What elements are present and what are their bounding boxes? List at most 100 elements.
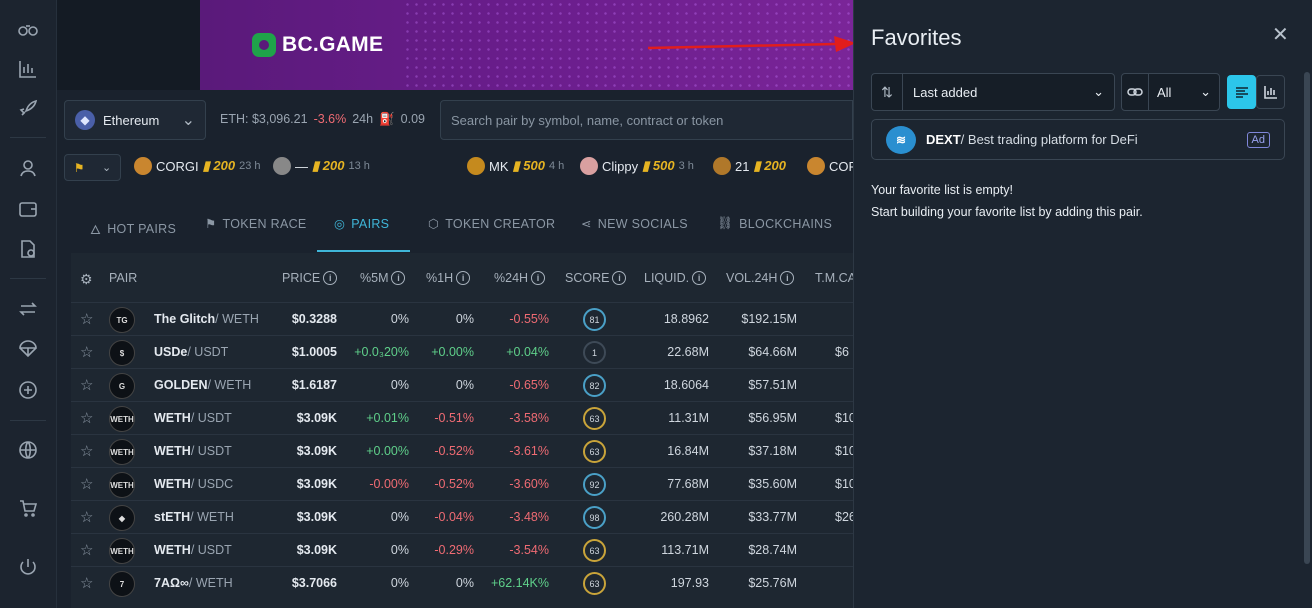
- table-row[interactable]: ☆ WETH WETH/ USDT $3.09K +0.01% -0.51% -…: [71, 401, 853, 434]
- table-row[interactable]: ☆ TG The Glitch/ WETH $0.3288 0% 0% -0.5…: [71, 302, 853, 335]
- liquidity-cell: 260.28M: [660, 510, 709, 524]
- hot-item[interactable]: 21 ▮ 200: [713, 157, 786, 175]
- tab-token-creator[interactable]: ⬡ TOKEN CREATOR: [428, 216, 556, 232]
- token-avatar: TG: [109, 307, 135, 333]
- star-icon[interactable]: ☆: [80, 575, 94, 592]
- col-volume[interactable]: VOL.24H i: [726, 271, 795, 285]
- list-view-button[interactable]: [1227, 75, 1256, 109]
- star-icon[interactable]: ☆: [80, 344, 94, 361]
- tab-new-socials[interactable]: ⋖ NEW SOCIALS: [581, 216, 688, 232]
- parachute-icon[interactable]: [17, 338, 39, 360]
- table-row[interactable]: ☆ G GOLDEN/ WETH $1.6187 0% 0% -0.65% 82…: [71, 368, 853, 401]
- star-icon[interactable]: ☆: [80, 542, 94, 559]
- star-icon[interactable]: ☆: [80, 410, 94, 427]
- tab-hot-pairs[interactable]: 🜂 HOT PAIRS: [90, 216, 176, 242]
- tab-blockchains[interactable]: ⛓ BLOCKCHAINS: [717, 216, 833, 231]
- col-price[interactable]: PRICE i: [282, 271, 338, 285]
- col-tmc[interactable]: T.M.CA: [815, 271, 853, 285]
- price-cell: $3.09K: [296, 444, 337, 458]
- active-tab-indicator: [317, 250, 410, 252]
- liquidity-cell: 16.84M: [667, 444, 709, 458]
- table-row[interactable]: ☆ ◆ stETH/ WETH $3.09K 0% -0.04% -3.48% …: [71, 500, 853, 533]
- tab-pairs[interactable]: ◎ PAIRS: [334, 216, 390, 232]
- cart-icon[interactable]: [17, 497, 39, 519]
- close-icon[interactable]: ✕: [1272, 24, 1289, 46]
- sort-select[interactable]: ⇅ Last added ⌄: [871, 73, 1115, 111]
- col-score[interactable]: SCORE i: [565, 271, 627, 285]
- wallet-icon[interactable]: [17, 198, 39, 220]
- hot-item[interactable]: COR: [807, 157, 858, 175]
- binoculars-icon[interactable]: [17, 17, 39, 39]
- power-icon[interactable]: [17, 556, 39, 578]
- pair-name[interactable]: GOLDEN/ WETH: [154, 378, 252, 392]
- chain-filter-select[interactable]: All ⌄: [1121, 73, 1220, 111]
- rocket-icon[interactable]: [17, 98, 39, 120]
- star-icon[interactable]: ☆: [80, 509, 94, 526]
- col-5m[interactable]: %5M i: [360, 271, 406, 285]
- user-icon[interactable]: [17, 157, 39, 179]
- swap-icon[interactable]: [17, 298, 39, 320]
- price-cell: $3.09K: [296, 510, 337, 524]
- chain-selector[interactable]: ◆ Ethereum ⌄: [64, 100, 206, 140]
- change-5m-cell: +0.00%: [366, 444, 409, 458]
- star-icon[interactable]: ☆: [80, 476, 94, 493]
- hot-filter-select[interactable]: ⚑ ⌄: [64, 154, 121, 181]
- info-icon: i: [531, 271, 546, 285]
- table-row[interactable]: ☆ WETH WETH/ USDT $3.09K +0.00% -0.52% -…: [71, 434, 853, 467]
- gas-pump-icon: ⛽: [379, 112, 395, 126]
- score-badge: 63: [583, 440, 606, 463]
- pair-name[interactable]: WETH/ USDC: [154, 477, 234, 491]
- score-badge: 82: [583, 374, 606, 397]
- hot-item[interactable]: Clippy ▮ 500 3 h: [580, 157, 694, 175]
- table-row[interactable]: ☆ $ USDe/ USDT $1.0005 +0.0₃20% +0.00% +…: [71, 335, 853, 368]
- change-1h-cell: -0.52%: [434, 477, 474, 491]
- chart-icon[interactable]: [17, 58, 39, 80]
- star-icon[interactable]: ☆: [80, 443, 94, 460]
- tmc-cell: $10: [835, 444, 853, 458]
- chart-view-button[interactable]: [1256, 75, 1285, 109]
- globe-icon[interactable]: [17, 439, 39, 461]
- cube-icon: ⬡: [428, 217, 440, 231]
- pair-name[interactable]: stETH/ WETH: [154, 510, 234, 524]
- empty-message-title: Your favorite list is empty!: [871, 183, 1013, 197]
- search-input[interactable]: [440, 100, 853, 140]
- liquidity-cell: 197.93: [670, 576, 709, 590]
- change-24h-cell: -3.54%: [509, 543, 549, 557]
- change-24h-cell: -3.48%: [509, 510, 549, 524]
- change-1h-cell: -0.51%: [434, 411, 474, 425]
- change-1h-cell: 0%: [455, 576, 474, 590]
- sort-icon: ⇅: [872, 74, 903, 110]
- table-row[interactable]: ☆ 7 7AΩ∞/ WETH $3.7066 0% 0% +62.14K% 63…: [71, 566, 853, 599]
- hot-item[interactable]: CORGI ▮ 200 23 h: [134, 157, 261, 175]
- pair-name[interactable]: WETH/ USDT: [154, 444, 232, 458]
- pair-name[interactable]: USDe/ USDT: [154, 345, 229, 359]
- col-1h[interactable]: %1H i: [426, 271, 471, 285]
- red-arrow-annotation: [648, 36, 856, 52]
- scrollbar[interactable]: [1304, 72, 1310, 564]
- hot-item[interactable]: — ▮ 200 13 h: [273, 157, 370, 175]
- pair-name[interactable]: WETH/ USDT: [154, 543, 232, 557]
- col-liquidity[interactable]: LIQUID. i: [644, 271, 707, 285]
- change-24h-cell: -3.58%: [509, 411, 549, 425]
- document-check-icon[interactable]: [17, 238, 39, 260]
- ad-card[interactable]: ≋ DEXT/ Best trading platform for DeFi A…: [871, 119, 1285, 160]
- ad-banner[interactable]: BC.GAME: [200, 0, 853, 90]
- volume-cell: $64.66M: [748, 345, 797, 359]
- star-icon[interactable]: ☆: [80, 377, 94, 394]
- table-row[interactable]: ☆ WETH WETH/ USDT $3.09K 0% -0.29% -3.54…: [71, 533, 853, 566]
- pair-name[interactable]: WETH/ USDT: [154, 411, 232, 425]
- add-circle-icon[interactable]: [17, 379, 39, 401]
- col-pair[interactable]: PAIR: [109, 271, 138, 285]
- bar-chart-icon: [1263, 86, 1277, 99]
- tmc-cell: $10: [835, 477, 853, 491]
- pair-name[interactable]: 7AΩ∞/ WETH: [154, 576, 233, 590]
- gear-icon[interactable]: ⚙: [80, 271, 93, 287]
- pair-name[interactable]: The Glitch/ WETH: [154, 312, 259, 326]
- star-icon[interactable]: ☆: [80, 311, 94, 328]
- tab-token-race[interactable]: ⚑ TOKEN RACE: [205, 216, 307, 232]
- hot-item[interactable]: MK ▮ 500 4 h: [467, 157, 564, 175]
- table-row[interactable]: ☆ WETH WETH/ USDC $3.09K -0.00% -0.52% -…: [71, 467, 853, 500]
- change-24h-cell: -3.61%: [509, 444, 549, 458]
- liquidity-cell: 113.71M: [661, 543, 709, 557]
- col-24h[interactable]: %24H i: [494, 271, 546, 285]
